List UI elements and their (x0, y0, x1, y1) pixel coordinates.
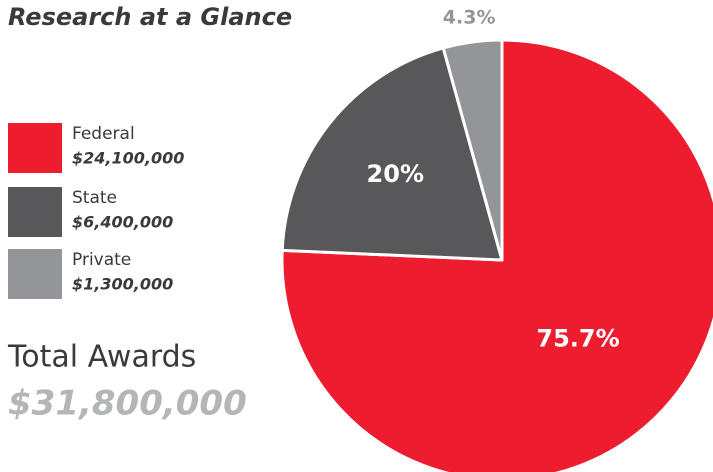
legend-swatch (8, 187, 62, 237)
legend-swatch (8, 123, 62, 173)
pie-slice (280, 46, 504, 262)
legend-label: State (72, 188, 117, 208)
data-label: 75.7% (536, 324, 619, 352)
total-amount: $31,800,000 (8, 384, 247, 424)
legend-label: Private (72, 250, 131, 270)
total-title: Total Awards (7, 340, 196, 375)
legend-label: Federal (72, 124, 135, 144)
legend-amount: $6,400,000 (72, 213, 173, 232)
legend-swatch (8, 249, 62, 299)
pie-slice (441, 38, 504, 262)
pie-slice (280, 38, 713, 472)
data-label: 20% (367, 160, 424, 188)
legend-amount: $1,300,000 (72, 275, 173, 294)
chart-title: Research at a Glance (8, 3, 292, 31)
legend-amount: $24,100,000 (72, 149, 184, 168)
data-label: 4.3% (443, 7, 496, 29)
